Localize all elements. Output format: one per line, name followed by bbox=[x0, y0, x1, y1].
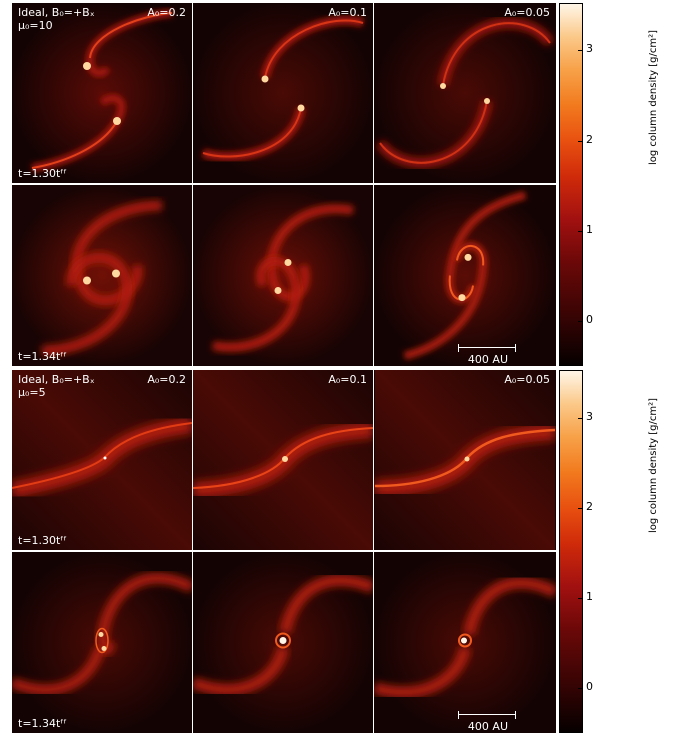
panel-bottom-r1c1: Ideal, B₀=+Bₓ μ₀=5 A₀=0.2 t=1.30tᶠᶠ bbox=[12, 370, 192, 550]
panel-bottom-r2c2 bbox=[193, 552, 373, 733]
colorbar-label: log column density [g/cm²] bbox=[648, 397, 659, 533]
panel-top-r2c3: 400 AU bbox=[374, 185, 556, 366]
scale-bar-label: 400 AU bbox=[467, 353, 508, 366]
panel-top-r1c1: Ideal, B₀=+Bₓ μ₀=10 A₀=0.2 t=1.30tᶠᶠ bbox=[12, 3, 192, 183]
colorbar-tick: 3 bbox=[586, 410, 593, 423]
col-label: A₀=0.2 bbox=[147, 6, 186, 19]
time-label: t=1.30tᶠᶠ bbox=[18, 167, 67, 180]
panel-top-r1c3: A₀=0.05 bbox=[374, 3, 556, 183]
colorbar-tick: 0 bbox=[586, 313, 593, 326]
panel-bottom-r1c2: A₀=0.1 bbox=[193, 370, 373, 550]
colorbar-bottom bbox=[559, 370, 583, 733]
col-label: A₀=0.1 bbox=[328, 373, 367, 386]
time-label: t=1.34tᶠᶠ bbox=[18, 350, 67, 363]
block-header: Ideal, B₀=+Bₓ bbox=[18, 6, 95, 19]
col-label: A₀=0.1 bbox=[328, 6, 367, 19]
panel-bottom-r2c1: t=1.34tᶠᶠ bbox=[12, 552, 192, 733]
colorbar-tick: 3 bbox=[586, 42, 593, 55]
colorbar-top bbox=[559, 3, 583, 366]
time-label: t=1.34tᶠᶠ bbox=[18, 717, 67, 730]
col-label: A₀=0.05 bbox=[504, 6, 550, 19]
panel-top-r2c1: t=1.34tᶠᶠ bbox=[12, 185, 192, 366]
time-label: t=1.30tᶠᶠ bbox=[18, 534, 67, 547]
mu-label: μ₀=5 bbox=[18, 386, 46, 399]
scale-bar bbox=[458, 711, 516, 719]
block-header: Ideal, B₀=+Bₓ bbox=[18, 373, 95, 386]
top-block: Ideal, B₀=+Bₓ μ₀=10 A₀=0.2 t=1.30tᶠᶠ A₀=… bbox=[12, 3, 556, 366]
mu-label: μ₀=10 bbox=[18, 19, 53, 32]
colorbar-tick: 2 bbox=[586, 133, 593, 146]
colorbar-tick: 1 bbox=[586, 223, 593, 236]
col-label: A₀=0.2 bbox=[147, 373, 186, 386]
colorbar-label: log column density [g/cm²] bbox=[648, 29, 659, 165]
panel-top-r2c2 bbox=[193, 185, 373, 366]
scale-bar bbox=[458, 344, 516, 352]
panel-bottom-r1c3: A₀=0.05 bbox=[374, 370, 556, 550]
panel-bottom-r2c3: 400 AU bbox=[374, 552, 556, 733]
col-label: A₀=0.05 bbox=[504, 373, 550, 386]
colorbar-tick: 0 bbox=[586, 680, 593, 693]
scale-bar-label: 400 AU bbox=[467, 720, 508, 733]
colorbar-tick: 1 bbox=[586, 590, 593, 603]
bottom-block: Ideal, B₀=+Bₓ μ₀=5 A₀=0.2 t=1.30tᶠᶠ A₀=0… bbox=[12, 370, 556, 733]
colorbar-tick: 2 bbox=[586, 500, 593, 513]
panel-top-r1c2: A₀=0.1 bbox=[193, 3, 373, 183]
